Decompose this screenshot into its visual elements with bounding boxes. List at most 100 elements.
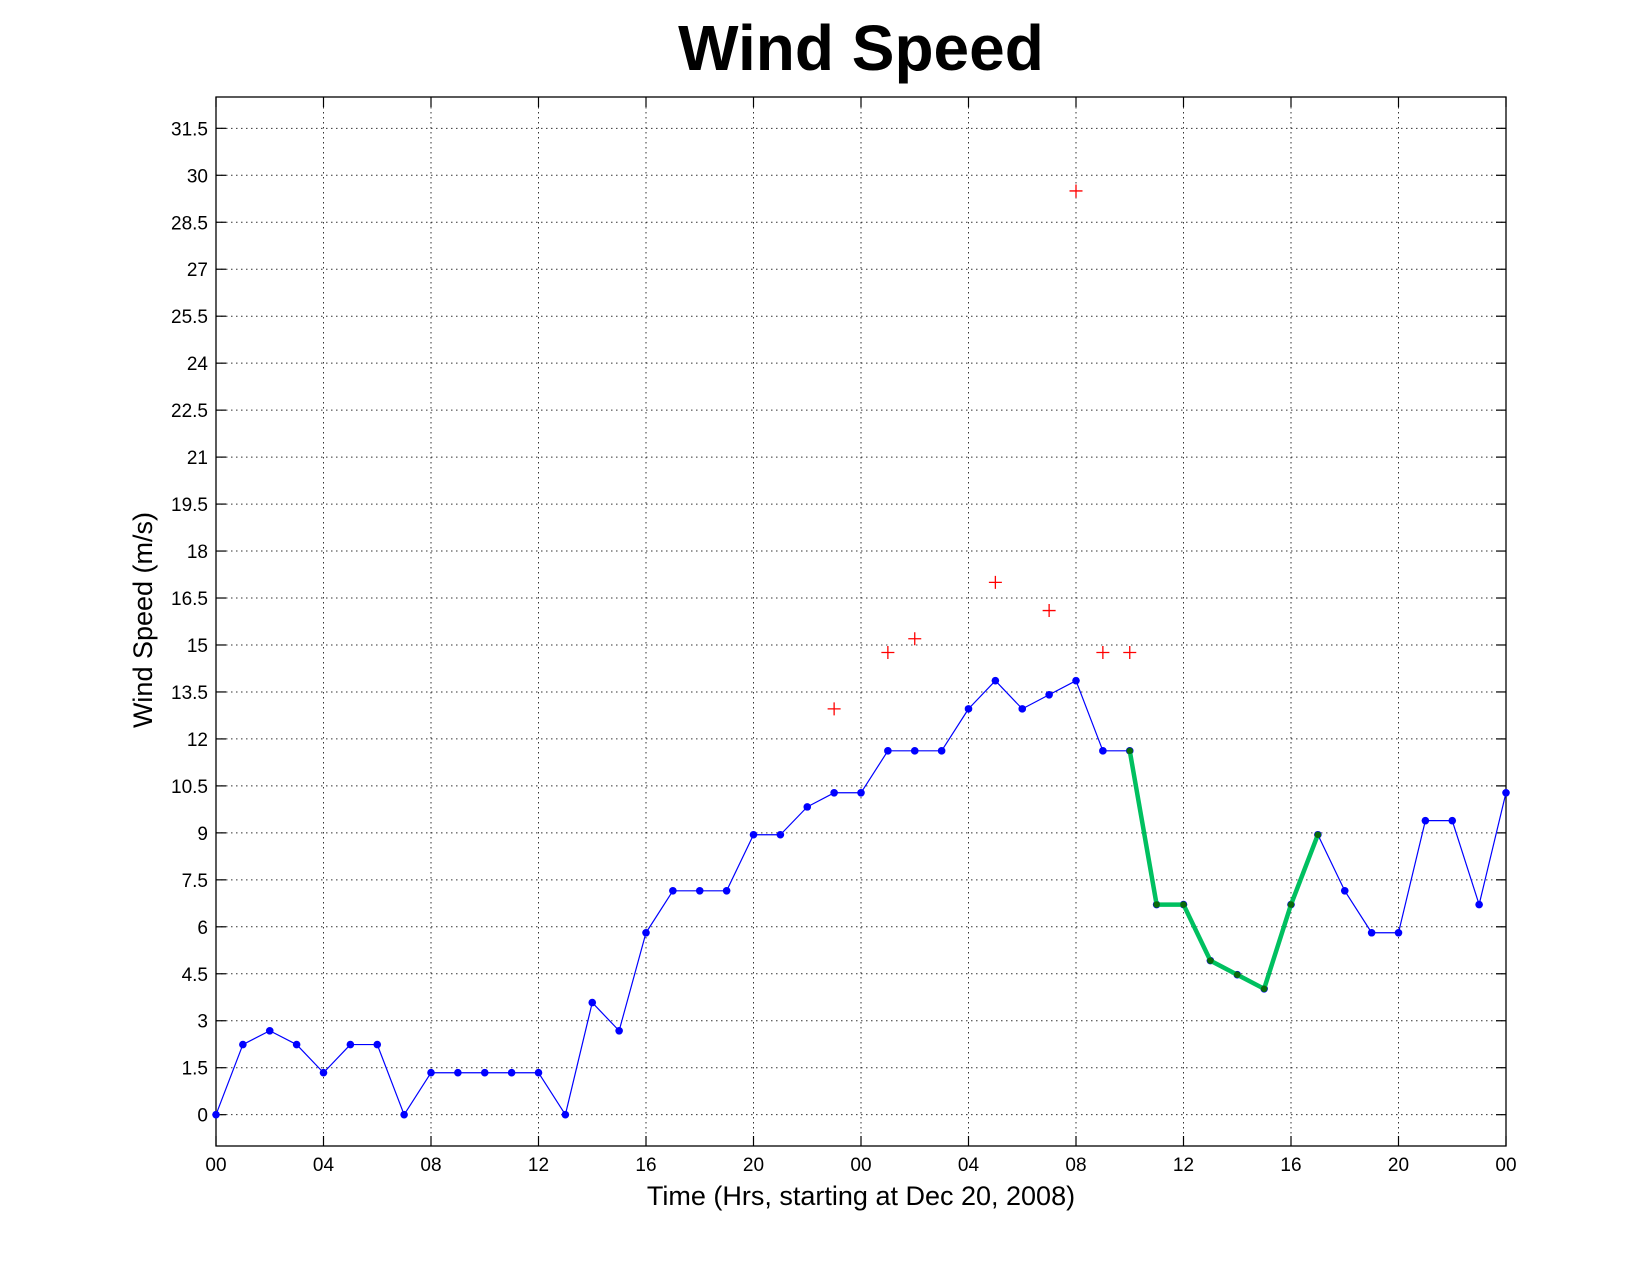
- y-tick-label: 21: [187, 448, 208, 469]
- chart-title: Wind Speed: [678, 12, 1044, 84]
- x-tick-label: 00: [205, 1155, 226, 1176]
- data-point: [534, 1068, 543, 1077]
- y-tick-label: 24: [187, 354, 209, 375]
- y-tick-label: 1.5: [182, 1059, 208, 1080]
- highlight-point: [1287, 901, 1295, 908]
- data-point: [642, 928, 650, 937]
- x-tick-label: 16: [635, 1155, 656, 1176]
- data-point: [991, 676, 1000, 685]
- series-1: [1126, 747, 1322, 993]
- y-tick-label: 22.5: [171, 401, 208, 422]
- x-tick-label: 04: [313, 1155, 335, 1176]
- y-tick-label: 3: [197, 1012, 208, 1033]
- gust-marker: [1069, 184, 1083, 198]
- data-point: [212, 1110, 220, 1119]
- y-tick-label: 13.5: [171, 683, 208, 704]
- y-axis-label: Wind Speed (m/s): [128, 512, 158, 728]
- data-point: [1367, 928, 1376, 937]
- data-point: [910, 747, 919, 755]
- y-tick-label: 9: [197, 824, 208, 845]
- highlight-point: [1180, 901, 1187, 908]
- y-tick-label: 16.5: [171, 589, 208, 610]
- data-point: [346, 1040, 355, 1049]
- data-point: [561, 1110, 570, 1119]
- gust-marker: [988, 575, 1002, 589]
- data-point: [1394, 928, 1403, 937]
- data-point: [507, 1068, 516, 1077]
- data-point: [884, 747, 892, 755]
- x-tick-label: 20: [743, 1155, 764, 1176]
- data-point: [857, 788, 865, 797]
- data-point: [427, 1068, 435, 1077]
- y-tick-label: 4.5: [182, 965, 208, 986]
- gust-marker: [881, 646, 895, 659]
- x-tick-label: 08: [420, 1155, 441, 1176]
- data-point: [265, 1026, 274, 1035]
- data-point: [830, 788, 838, 797]
- data-point: [400, 1110, 408, 1119]
- x-tick-label: 08: [1065, 1155, 1086, 1176]
- gust-marker: [1123, 646, 1137, 659]
- data-point: [937, 747, 946, 755]
- data-point: [454, 1068, 462, 1077]
- highlight-point: [1314, 831, 1322, 839]
- y-tick-labels: 0 1.5 3 4.5 6 7.5 9 10.5 12 13.5 15 16.5 18 19.5 21 22.…: [171, 119, 208, 1126]
- data-point: [803, 803, 812, 811]
- highlight-point: [1126, 747, 1134, 755]
- data-point: [373, 1040, 382, 1049]
- grid: [215, 97, 1507, 1146]
- y-tick-label: 28.5: [171, 213, 208, 234]
- data-point: [1475, 900, 1483, 909]
- gust-marker: [1096, 646, 1110, 659]
- axis-ticks: [215, 97, 1507, 1146]
- y-tick-label: 0: [197, 1106, 208, 1127]
- highlight-line: [1127, 750, 1320, 992]
- data-point: [1045, 690, 1053, 699]
- y-tick-label: 12: [187, 730, 208, 751]
- gust-marker: [908, 632, 922, 646]
- x-axis-label: Time (Hrs, starting at Dec 20, 2008): [647, 1181, 1075, 1211]
- y-tick-label: 6: [197, 918, 208, 939]
- data-point: [695, 886, 704, 895]
- x-tick-label: 12: [528, 1155, 549, 1176]
- data-point: [239, 1040, 247, 1049]
- gust-marker: [1042, 604, 1056, 618]
- data-point: [1099, 747, 1107, 755]
- data-point: [669, 886, 677, 895]
- highlight-point: [1153, 901, 1160, 908]
- y-tick-label: 25.5: [171, 307, 208, 328]
- y-tick-label: 31.5: [171, 119, 208, 140]
- x-tick-label: 20: [1388, 1155, 1409, 1176]
- y-tick-label: 7.5: [182, 871, 208, 892]
- data-point: [319, 1068, 328, 1077]
- data-point: [964, 705, 973, 713]
- plot-frame: [215, 96, 1507, 1147]
- data-point: [1448, 816, 1457, 825]
- x-tick-label: 16: [1280, 1155, 1301, 1176]
- data-point: [1018, 705, 1027, 713]
- x-tick-label: 12: [1173, 1155, 1194, 1176]
- gust-marker: [827, 702, 841, 716]
- data-point: [1421, 816, 1430, 825]
- x-tick-label: 00: [850, 1155, 871, 1176]
- data-point: [1502, 788, 1510, 797]
- x-tick-labels: 00 04 08 12 16 20 00 04 08 12 16 20 00: [205, 1155, 1516, 1176]
- series-2: [827, 184, 1137, 716]
- y-tick-label: 15: [187, 636, 208, 657]
- y-tick-label: 19.5: [171, 495, 208, 516]
- data-point: [722, 886, 731, 895]
- data-point: [1340, 886, 1349, 895]
- data-point: [480, 1068, 489, 1077]
- y-tick-label: 18: [187, 542, 208, 563]
- data-point: [776, 830, 785, 839]
- series-layer: [212, 184, 1510, 1119]
- highlight-point: [1207, 957, 1214, 964]
- x-tick-label: 04: [958, 1155, 980, 1176]
- data-point: [615, 1026, 623, 1035]
- data-point: [588, 998, 597, 1007]
- data-point: [749, 830, 758, 839]
- x-tick-label: 00: [1495, 1155, 1516, 1176]
- y-tick-label: 10.5: [171, 777, 208, 798]
- highlight-point: [1233, 971, 1241, 979]
- data-point: [1072, 676, 1080, 685]
